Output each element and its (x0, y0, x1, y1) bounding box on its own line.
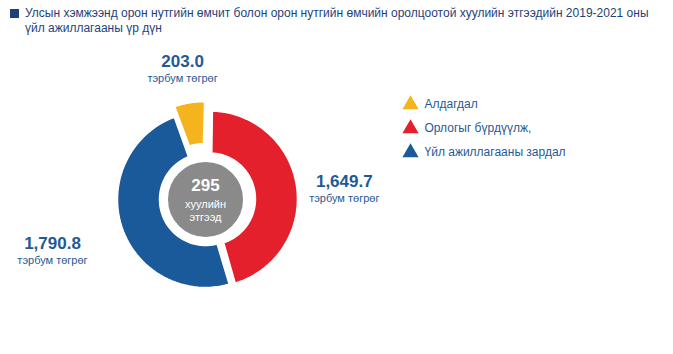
svg-text:Алдагдал: Алдагдал (425, 97, 478, 111)
svg-text:1,790.8: 1,790.8 (24, 234, 81, 253)
svg-text:тэрбум төгрөг: тэрбум төгрөг (17, 254, 87, 266)
svg-text:295: 295 (191, 176, 219, 195)
svg-text:203.0: 203.0 (161, 52, 204, 71)
svg-text:хуулийн: хуулийн (185, 198, 226, 210)
svg-text:Үйл ажиллагааны зардал: Үйл ажиллагааны зардал (425, 145, 566, 159)
html-text:Улсын хэмжээнд орон нутгийн өм: Улсын хэмжээнд орон нутгийн өмчит болон … (25, 6, 649, 35)
svg-text:Орлогыг бүрдүүлж,: Орлогыг бүрдүүлж, (425, 121, 532, 135)
svg-text:тэрбум төгрөг: тэрбум төгрөг (147, 72, 217, 84)
svg-text:тэрбум төгрөг: тэрбум төгрөг (309, 192, 379, 204)
svg-text:этгээд: этгээд (190, 211, 222, 223)
svg-text:1,649.7: 1,649.7 (316, 172, 373, 191)
